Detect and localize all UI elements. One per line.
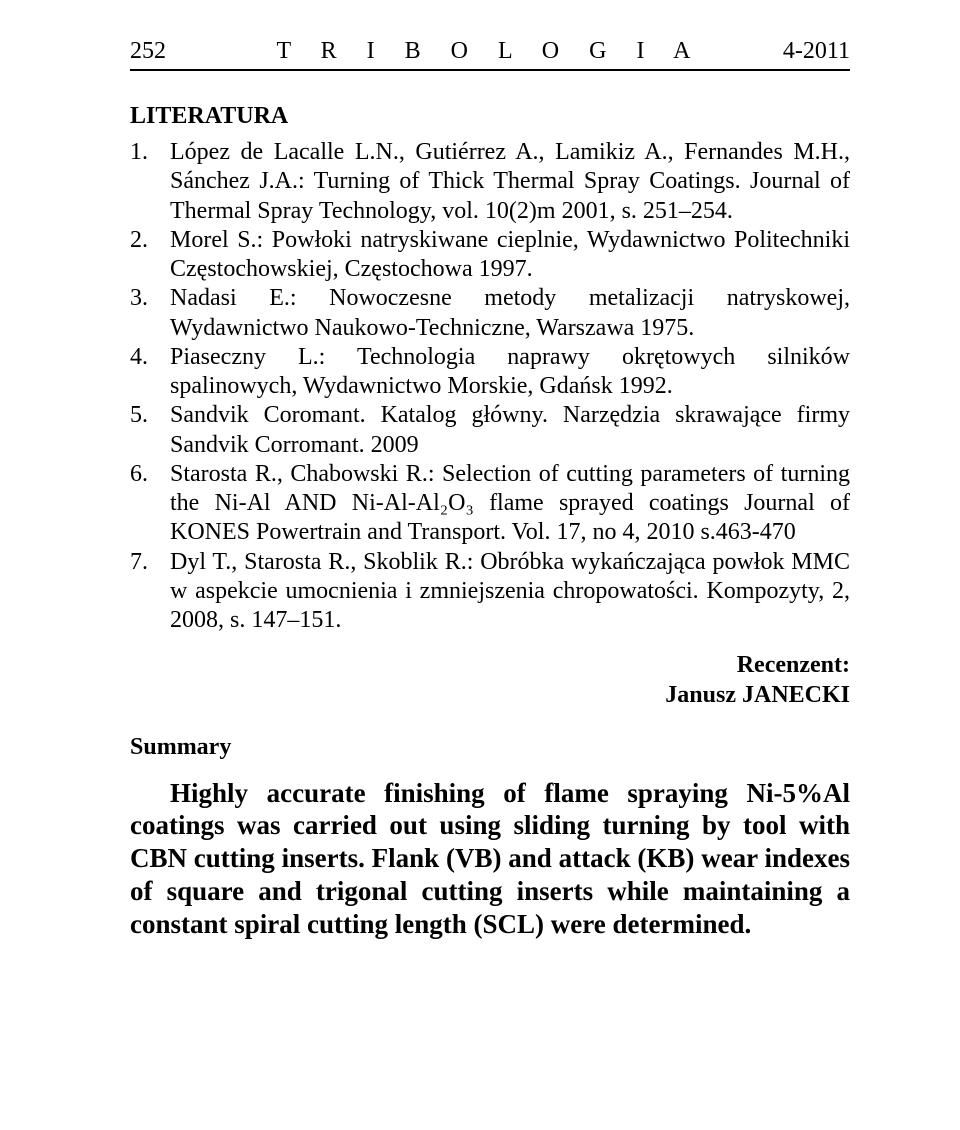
reference-number: 7.	[130, 548, 170, 636]
literature-heading: LITERATURA	[130, 103, 850, 130]
reference-list: 1. López de Lacalle L.N., Gutiérrez A., …	[130, 138, 850, 636]
reference-text: Morel S.: Powłoki natryskiwane cieplnie,…	[170, 226, 850, 285]
reference-text: Dyl T., Starosta R., Skoblik R.: Obróbka…	[170, 548, 850, 636]
reference-text: Piaseczny L.: Technologia naprawy okręto…	[170, 343, 850, 402]
reference-number: 6.	[130, 460, 170, 548]
summary-paragraph: Highly accurate finishing of flame spray…	[130, 777, 850, 942]
reference-number: 1.	[130, 138, 170, 226]
issue-label: 4-2011	[783, 38, 850, 65]
reference-text: Nadasi E.: Nowoczesne metody metalizacji…	[170, 284, 850, 343]
reference-item: 3. Nadasi E.: Nowoczesne metody metaliza…	[130, 284, 850, 343]
reference-number: 2.	[130, 226, 170, 285]
reference-item: 5. Sandvik Coromant. Katalog główny. Nar…	[130, 401, 850, 460]
reference-item: 7. Dyl T., Starosta R., Skoblik R.: Obró…	[130, 548, 850, 636]
reference-item: 6. Starosta R., Chabowski R.: Selection …	[130, 460, 850, 548]
journal-title: T R I B O L O G I A	[196, 38, 783, 65]
reference-number: 5.	[130, 401, 170, 460]
reference-number: 4.	[130, 343, 170, 402]
reference-item: 1. López de Lacalle L.N., Gutiérrez A., …	[130, 138, 850, 226]
reference-item: 2. Morel S.: Powłoki natryskiwane ciepln…	[130, 226, 850, 285]
reference-text: Starosta R., Chabowski R.: Selection of …	[170, 460, 850, 548]
reference-item: 4. Piaseczny L.: Technologia naprawy okr…	[130, 343, 850, 402]
page-container: 252 T R I B O L O G I A 4-2011 LITERATUR…	[0, 0, 960, 1130]
reviewer-label: Recenzent:	[130, 650, 850, 680]
reference-text: López de Lacalle L.N., Gutiérrez A., Lam…	[170, 138, 850, 226]
running-header: 252 T R I B O L O G I A 4-2011	[130, 38, 850, 67]
header-divider	[130, 69, 850, 71]
reference-number: 3.	[130, 284, 170, 343]
reviewer-block: Recenzent: Janusz JANECKI	[130, 650, 850, 710]
page-number: 252	[130, 38, 166, 65]
reviewer-name: Janusz JANECKI	[130, 680, 850, 710]
summary-heading: Summary	[130, 734, 850, 761]
reference-text: Sandvik Coromant. Katalog główny. Narzęd…	[170, 401, 850, 460]
